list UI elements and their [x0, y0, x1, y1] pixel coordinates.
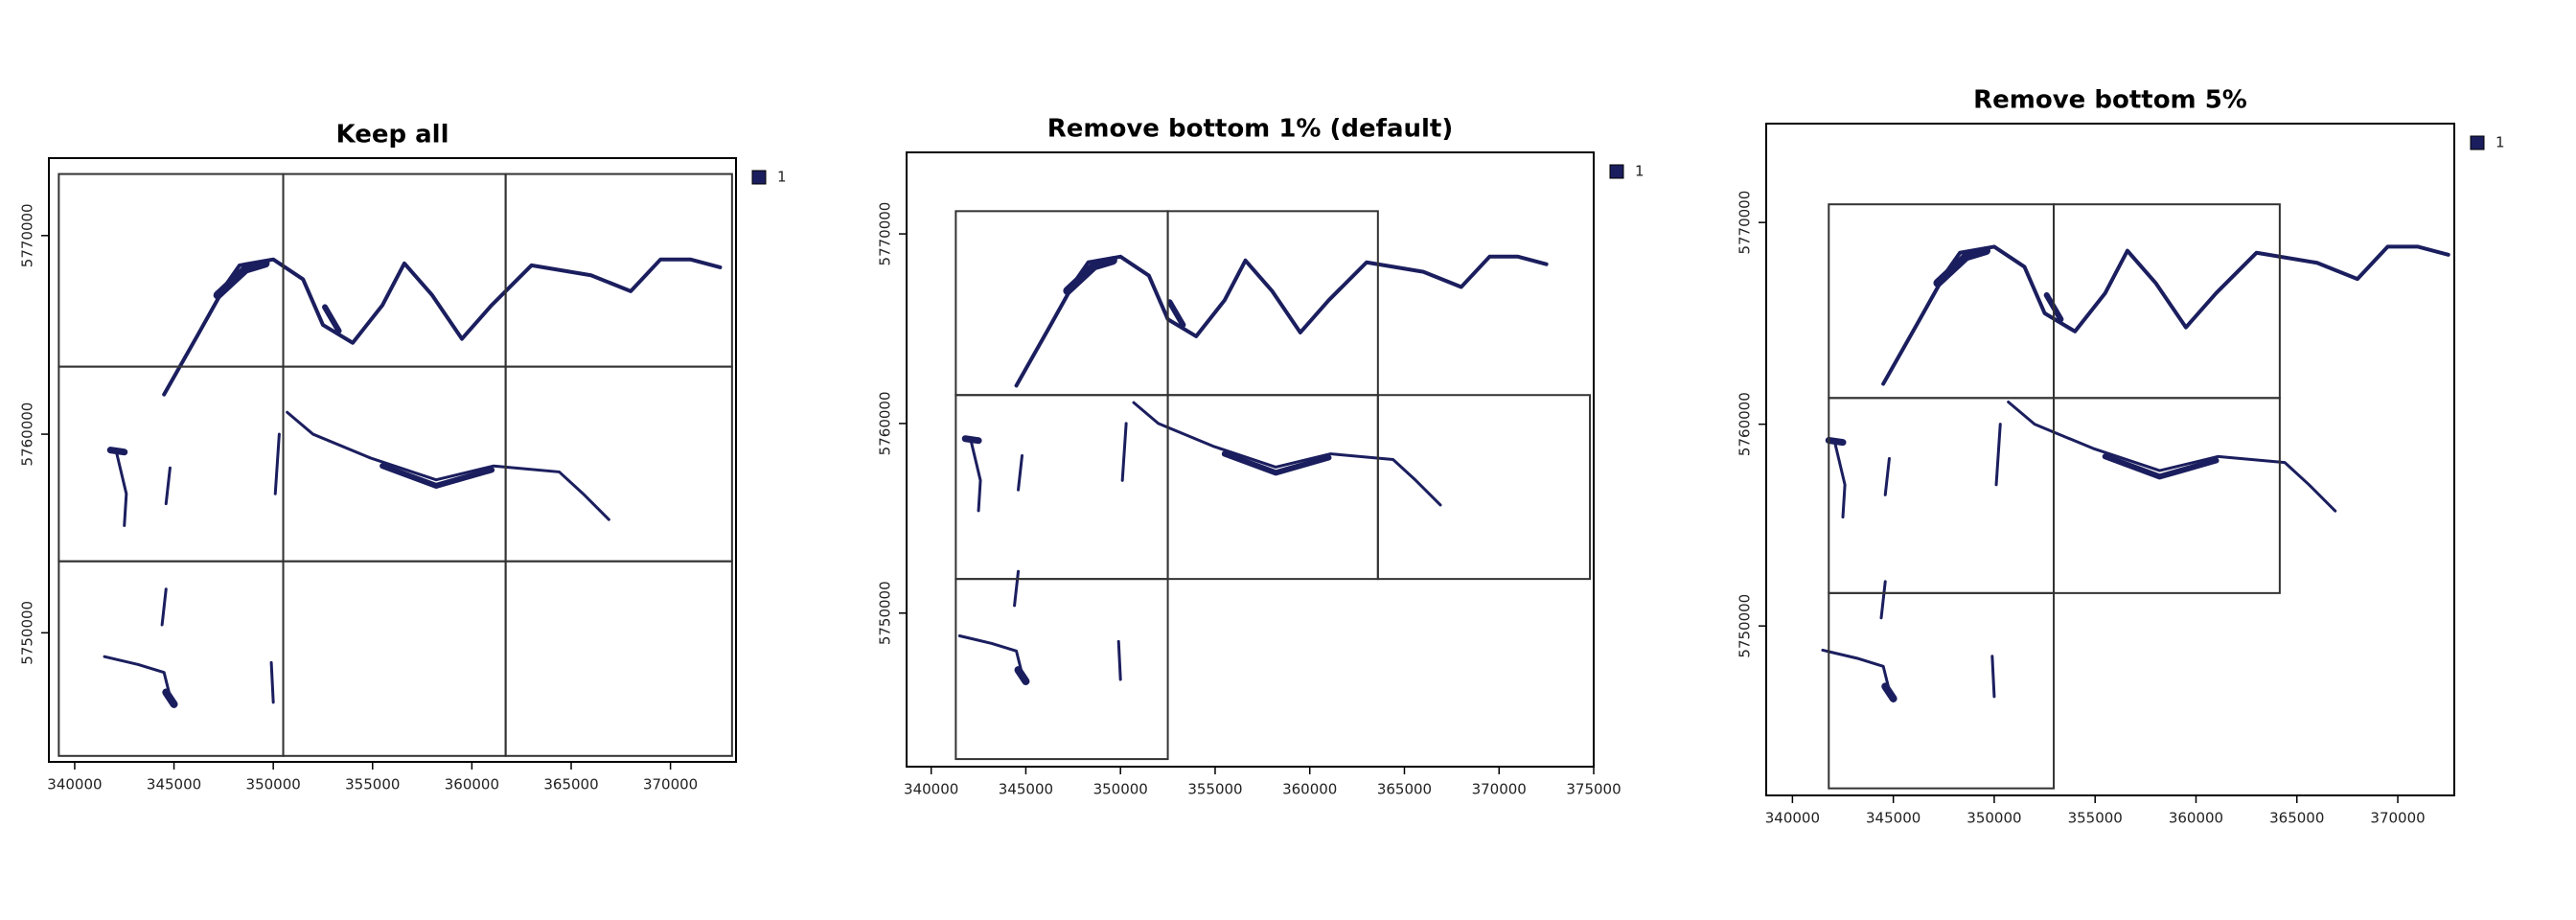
tile — [504, 365, 733, 563]
tile — [282, 560, 507, 757]
x-tick-label: 345000 — [147, 776, 201, 794]
tile — [1828, 203, 2056, 400]
x-tick-label: 365000 — [1377, 781, 1432, 798]
y-tick-label: 5760000 — [877, 392, 894, 456]
x-tick-label: 355000 — [1187, 781, 1242, 798]
map-panel: Remove bottom 5% 340000 345000 350000 355000… — [1736, 86, 2505, 827]
panel-title: Remove bottom 1% (default) — [1047, 115, 1454, 144]
river-raster — [959, 257, 1546, 681]
river-raster — [1823, 246, 2449, 699]
tile — [1828, 591, 2056, 790]
x-tick-label: 370000 — [643, 776, 698, 794]
tile — [504, 172, 733, 368]
legend-label: 1 — [777, 169, 787, 186]
tile — [282, 172, 507, 368]
legend-swatch — [751, 170, 767, 185]
x-tick-label: 360000 — [445, 776, 499, 794]
panel-title: Remove bottom 5% — [1973, 86, 2247, 115]
tile — [58, 560, 285, 757]
x-tick-label: 365000 — [2269, 810, 2324, 827]
plot-frame — [1765, 123, 2455, 796]
x-tick-label: 370000 — [1472, 781, 1527, 798]
tile — [1166, 210, 1379, 397]
plot-frame — [906, 151, 1595, 768]
raster — [1823, 246, 2449, 699]
y-tick-label: 5760000 — [1736, 392, 1754, 456]
x-tick-label: 340000 — [904, 781, 958, 798]
y-tick-label: 5760000 — [19, 402, 36, 467]
y-tick-label: 5770000 — [877, 202, 894, 266]
x-tick-label: 340000 — [47, 776, 102, 794]
x-tick-label: 345000 — [1866, 810, 1920, 827]
x-tick-label: 340000 — [1765, 810, 1820, 827]
y-tick-label: 5770000 — [19, 203, 36, 267]
legend-swatch — [1609, 164, 1624, 179]
plot-frame — [48, 157, 737, 763]
tile — [504, 560, 733, 757]
x-tick-label: 360000 — [1282, 781, 1337, 798]
tile — [954, 578, 1169, 761]
y-tick-label: 5750000 — [1736, 594, 1754, 658]
x-tick-label: 360000 — [2169, 810, 2223, 827]
panel-title: Keep all — [336, 121, 449, 150]
x-tick-label: 355000 — [345, 776, 400, 794]
legend-label: 1 — [1635, 163, 1644, 180]
legend-label: 1 — [2496, 134, 2505, 151]
tile — [282, 365, 507, 563]
tile — [58, 365, 285, 563]
y-tick-label: 5750000 — [19, 601, 36, 665]
tile — [2053, 397, 2281, 594]
y-tick-label: 5770000 — [1736, 191, 1754, 255]
map-panel: Remove bottom 1% (default) 340000 345000 35… — [877, 115, 1644, 798]
x-tick-label: 345000 — [999, 781, 1053, 798]
tile — [1828, 397, 2056, 594]
x-tick-label: 375000 — [1566, 781, 1621, 798]
legend-swatch — [2470, 135, 2485, 150]
x-tick-label: 350000 — [246, 776, 301, 794]
x-tick-label: 370000 — [2370, 810, 2425, 827]
x-tick-label: 350000 — [1966, 810, 2021, 827]
x-tick-label: 365000 — [543, 776, 598, 794]
raster — [959, 257, 1546, 681]
tile — [954, 394, 1169, 581]
tile — [1376, 394, 1592, 581]
map-panel: Keep all 340000 345000 350000 355000 360000 36… — [19, 121, 787, 794]
tile — [1166, 394, 1379, 581]
x-tick-label: 355000 — [2068, 810, 2123, 827]
river-raster — [104, 260, 720, 704]
y-tick-label: 5750000 — [877, 581, 894, 645]
raster — [104, 260, 720, 704]
x-tick-label: 350000 — [1093, 781, 1148, 798]
